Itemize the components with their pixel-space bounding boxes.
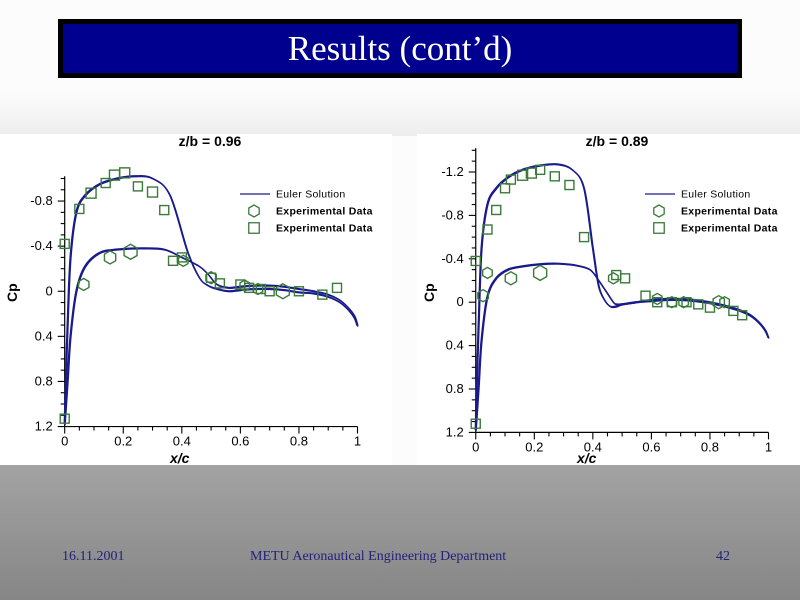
svg-text:0.4: 0.4 xyxy=(446,338,464,353)
svg-text:z/b = 0.89: z/b = 0.89 xyxy=(586,134,649,149)
svg-text:z/b = 0.96: z/b = 0.96 xyxy=(179,134,242,149)
svg-text:-0.8: -0.8 xyxy=(30,193,52,208)
svg-text:0.6: 0.6 xyxy=(231,434,249,449)
svg-text:-1.2: -1.2 xyxy=(441,164,463,179)
svg-text:1: 1 xyxy=(765,439,772,454)
svg-text:0.8: 0.8 xyxy=(446,381,464,396)
svg-text:Experimental Data: Experimental Data xyxy=(681,206,778,218)
svg-text:Euler Solution: Euler Solution xyxy=(681,189,751,201)
svg-text:Experimental Data: Experimental Data xyxy=(681,223,778,235)
svg-text:0: 0 xyxy=(472,439,479,454)
svg-text:-0.4: -0.4 xyxy=(441,251,463,266)
svg-text:0.4: 0.4 xyxy=(173,434,191,449)
svg-text:0: 0 xyxy=(457,294,464,309)
svg-text:0.6: 0.6 xyxy=(642,439,660,454)
svg-text:0.2: 0.2 xyxy=(114,434,132,449)
svg-text:0.2: 0.2 xyxy=(525,439,543,454)
svg-text:1.2: 1.2 xyxy=(35,419,53,434)
svg-text:0.8: 0.8 xyxy=(35,373,53,388)
svg-text:0: 0 xyxy=(61,434,68,449)
svg-text:1.2: 1.2 xyxy=(446,424,464,439)
svg-text:Euler Solution: Euler Solution xyxy=(276,189,346,201)
svg-text:0.4: 0.4 xyxy=(35,328,53,343)
svg-text:-0.8: -0.8 xyxy=(441,207,463,222)
svg-text:0.8: 0.8 xyxy=(290,434,308,449)
svg-text:Experimental Data: Experimental Data xyxy=(276,223,373,235)
svg-text:0: 0 xyxy=(45,283,52,298)
svg-text:-0.4: -0.4 xyxy=(30,238,52,253)
svg-text:Experimental Data: Experimental Data xyxy=(276,206,373,218)
svg-text:0.8: 0.8 xyxy=(701,439,719,454)
svg-text:1: 1 xyxy=(354,434,361,449)
